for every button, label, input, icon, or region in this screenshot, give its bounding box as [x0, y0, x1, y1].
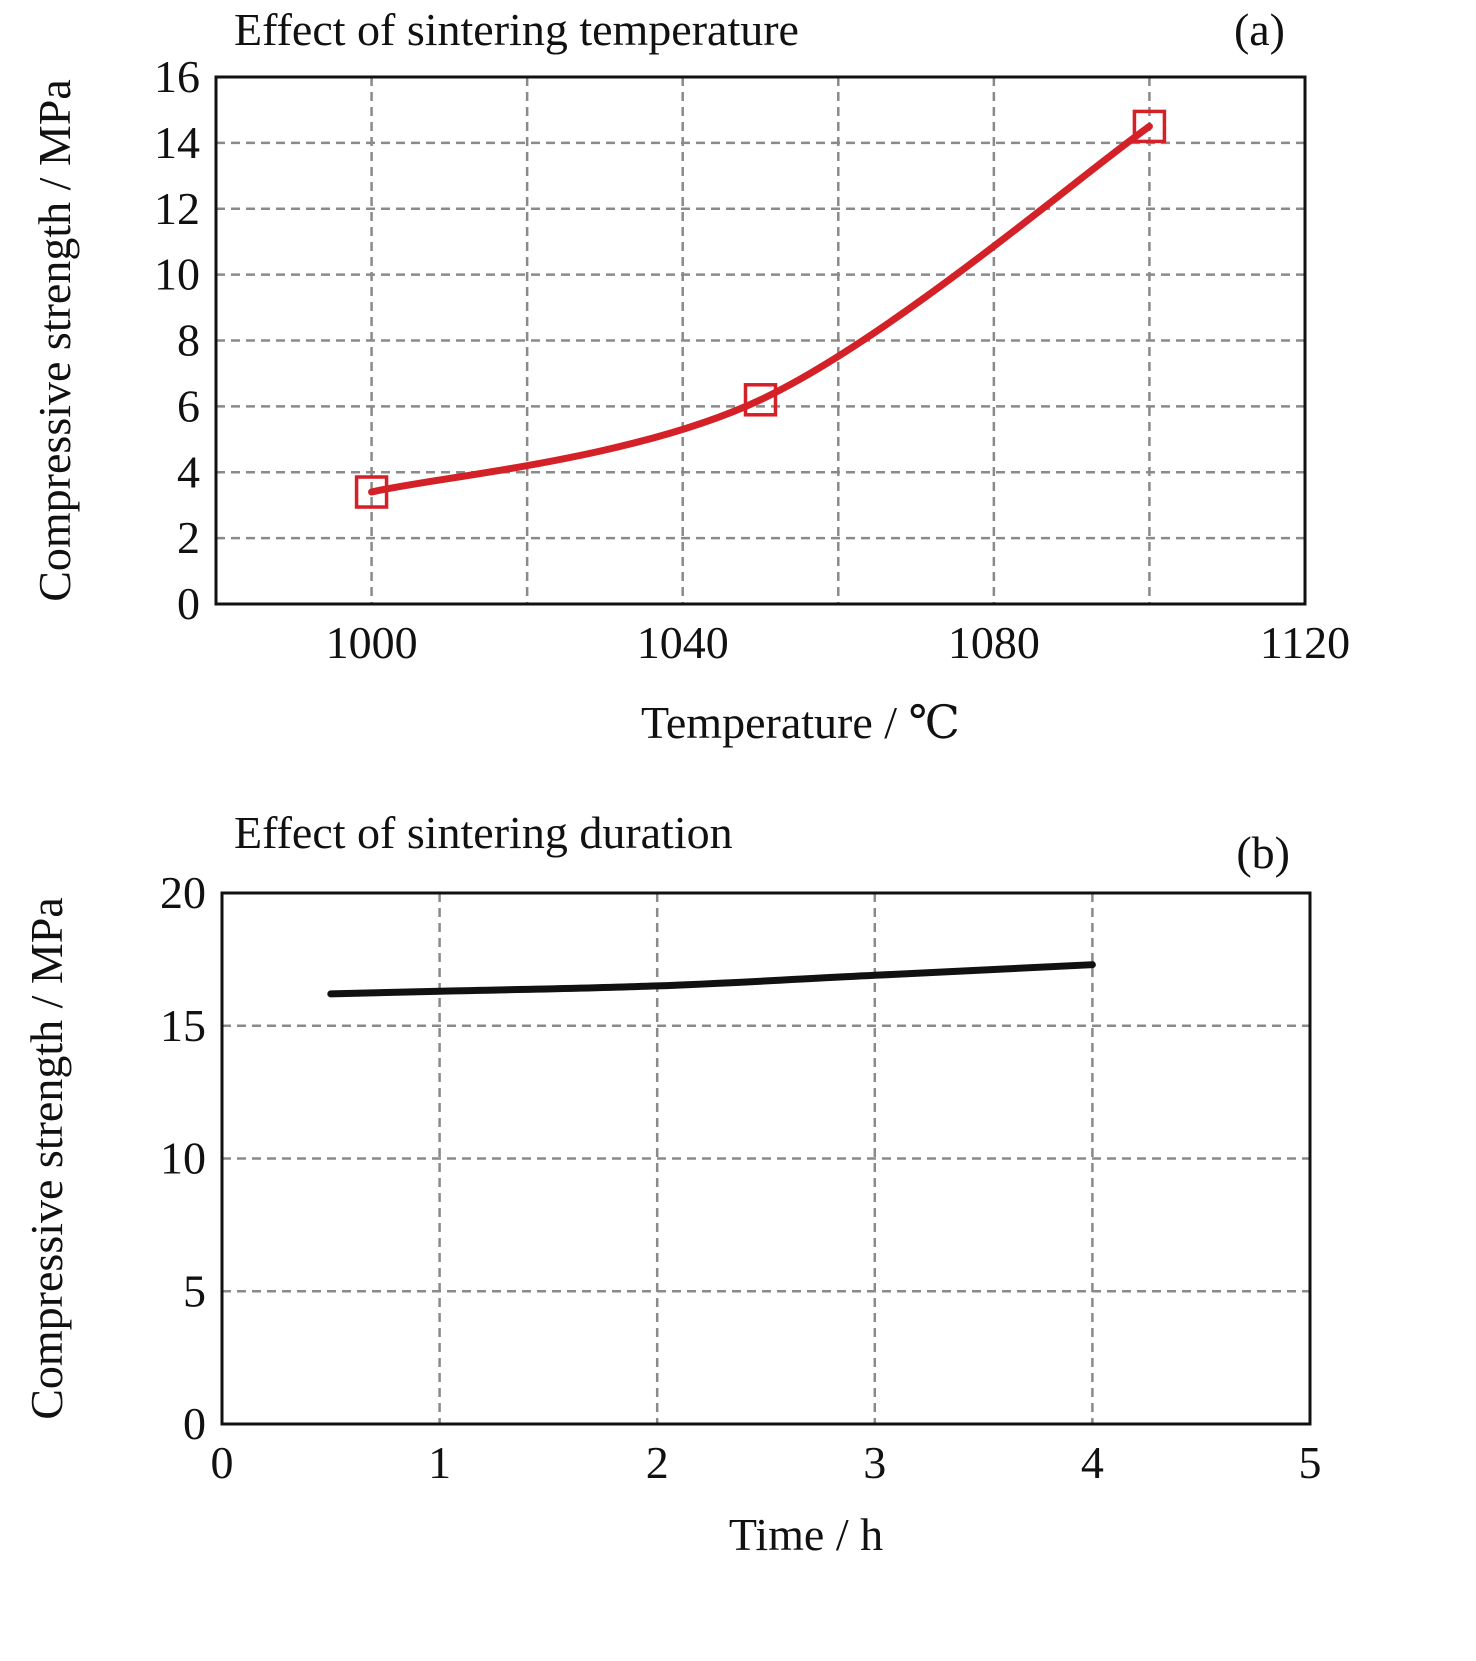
- plot-frame: [214, 75, 1307, 606]
- y-tick-label: 10: [154, 249, 200, 300]
- x-tick-label: 5: [1299, 1437, 1322, 1488]
- y-tick-label: 4: [177, 446, 200, 497]
- y-tick-label: 16: [154, 51, 200, 102]
- x-tick-label: 2: [646, 1437, 669, 1488]
- x-tick-label: 1000: [326, 617, 418, 668]
- y-tick-label: 6: [177, 380, 200, 431]
- x-tick-label: 0: [211, 1437, 234, 1488]
- y-tick-label: 10: [160, 1133, 206, 1184]
- y-tick-label: 15: [160, 1000, 206, 1051]
- x-tick-label: 1080: [948, 617, 1040, 668]
- data-point-marker: [743, 383, 778, 417]
- y-tick-label: 0: [177, 578, 200, 629]
- chart-panel-a: 1000 1040 1080 1120 0 2 4 6 8 10 12 14 16 Effect of s…: [29, 4, 1350, 748]
- chart-panel-b: 0 1 2 3 4 5 0 5 10 15 20 Effect of sintering durati…: [21, 807, 1322, 1560]
- y-tick-label: 12: [154, 183, 200, 234]
- chart-title: Effect of sintering duration: [234, 807, 733, 858]
- x-tick-label: 1120: [1260, 617, 1350, 668]
- x-tick-label: 3: [863, 1437, 886, 1488]
- panel-label: (a): [1234, 4, 1285, 55]
- y-tick-label: 8: [177, 315, 200, 366]
- x-tick-label: 1: [428, 1437, 451, 1488]
- y-tick-label: 5: [183, 1265, 206, 1316]
- series-line: [368, 122, 1153, 496]
- y-tick-label: 20: [160, 867, 206, 918]
- x-tick-label: 4: [1081, 1437, 1104, 1488]
- data-point-marker: [354, 475, 389, 509]
- y-tick-label: 14: [154, 117, 200, 168]
- x-axis-label: Temperature / ℃: [641, 697, 960, 748]
- chart-title: Effect of sintering temperature: [234, 4, 799, 55]
- data-point-marker: [1132, 109, 1167, 144]
- y-axis-label: Compressive strength / MPa: [21, 897, 72, 1420]
- y-axis-label: Compressive strength / MPa: [29, 79, 80, 602]
- y-tick-label: 0: [183, 1398, 206, 1449]
- x-tick-label: 1040: [637, 617, 729, 668]
- series-line: [327, 961, 1096, 998]
- y-tick-label: 2: [177, 512, 200, 563]
- panel-label: (b): [1236, 827, 1290, 878]
- x-axis-label: Time / h: [729, 1509, 883, 1560]
- plot-frame: [220, 891, 1312, 1426]
